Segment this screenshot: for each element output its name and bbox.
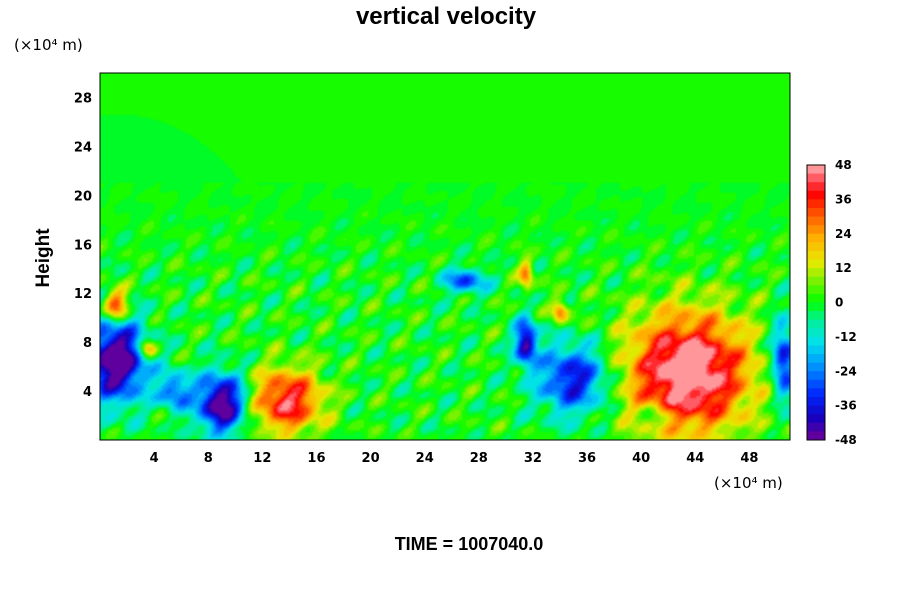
colorbar-band bbox=[807, 190, 825, 200]
x-tick-label: 40 bbox=[632, 451, 650, 466]
time-label: TIME = 1007040.0 bbox=[395, 534, 544, 554]
colorbar-band bbox=[807, 414, 825, 424]
x-tick-label: 8 bbox=[204, 451, 213, 466]
colorbar-band bbox=[807, 250, 825, 261]
x-tick-label: 28 bbox=[470, 451, 488, 466]
colorbar-band bbox=[807, 242, 825, 252]
colorbar-tick-label: -12 bbox=[835, 330, 857, 344]
colorbar-band bbox=[807, 173, 825, 183]
colorbar: 48 36 24 12 0 -12 -24 -36 -48 bbox=[806, 158, 857, 447]
y-tick-label: 16 bbox=[74, 238, 92, 253]
colorbar-band bbox=[807, 431, 825, 441]
y-tick-label: 12 bbox=[74, 287, 92, 302]
y-unit-label: (×10⁴ m) bbox=[14, 36, 83, 54]
x-tick-label: 36 bbox=[578, 451, 596, 466]
colorbar-band bbox=[807, 422, 825, 432]
colorbar-band bbox=[807, 165, 825, 175]
colorbar-band bbox=[807, 345, 825, 355]
colorbar-tick-label: 0 bbox=[835, 296, 843, 310]
colorbar-band bbox=[807, 311, 825, 321]
y-tick-label: 28 bbox=[74, 91, 92, 106]
x-tick-label: 32 bbox=[524, 451, 542, 466]
colorbar-tick-label: 12 bbox=[835, 261, 852, 275]
colorbar-band bbox=[807, 216, 825, 226]
y-tick-label: 4 bbox=[83, 385, 92, 400]
colorbar-band bbox=[807, 328, 825, 338]
colorbar-band bbox=[807, 233, 825, 243]
plot-frame bbox=[99, 72, 791, 441]
colorbar-tick-label: 36 bbox=[835, 192, 852, 206]
colorbar-tick-label: -36 bbox=[835, 399, 857, 413]
colorbar-band bbox=[807, 379, 825, 389]
colorbar-band bbox=[807, 354, 825, 364]
colorbar-band bbox=[807, 268, 825, 278]
colorbar-band bbox=[807, 259, 825, 269]
x-tick-label: 16 bbox=[307, 451, 325, 466]
colorbar-band bbox=[807, 405, 825, 415]
x-tick-label: 24 bbox=[416, 451, 434, 466]
colorbar-band bbox=[807, 207, 825, 218]
colorbar-ticks: 48 36 24 12 0 -12 -24 -36 -48 bbox=[835, 158, 857, 447]
x-unit-label: (×10⁴ m) bbox=[714, 474, 783, 492]
y-axis-ticks: 4 8 12 16 20 24 28 bbox=[74, 91, 92, 400]
y-tick-label: 24 bbox=[74, 140, 92, 155]
colorbar-frame bbox=[806, 164, 826, 441]
chart-title: vertical velocity bbox=[356, 3, 537, 30]
x-tick-label: 12 bbox=[253, 451, 271, 466]
y-axis-label: Height bbox=[33, 228, 54, 288]
y-tick-label: 8 bbox=[83, 336, 92, 351]
colorbar-band bbox=[807, 182, 825, 192]
colorbar-band bbox=[807, 319, 825, 329]
colorbar-tick-label: 48 bbox=[835, 158, 852, 172]
x-axis-ticks: 4 8 12 16 20 24 28 32 36 40 44 48 bbox=[150, 451, 759, 466]
colorbar-band bbox=[807, 276, 825, 286]
velocity-field bbox=[100, 73, 790, 440]
colorbar-bands bbox=[807, 165, 825, 441]
colorbar-tick-label: 24 bbox=[835, 227, 852, 241]
colorbar-band bbox=[807, 302, 825, 312]
x-tick-label: 44 bbox=[686, 451, 704, 466]
colorbar-band bbox=[807, 285, 825, 295]
x-tick-label: 4 bbox=[150, 451, 159, 466]
plot-area bbox=[99, 72, 791, 441]
colorbar-band bbox=[807, 293, 825, 303]
colorbar-band bbox=[807, 371, 825, 381]
colorbar-band bbox=[807, 388, 825, 398]
colorbar-tick-label: -48 bbox=[835, 433, 857, 447]
x-tick-label: 48 bbox=[740, 451, 758, 466]
colorbar-band bbox=[807, 199, 825, 209]
colorbar-tick-label: -24 bbox=[835, 364, 857, 378]
colorbar-band bbox=[807, 397, 825, 407]
x-tick-label: 20 bbox=[362, 451, 380, 466]
colorbar-band bbox=[807, 225, 825, 235]
y-tick-label: 20 bbox=[74, 189, 92, 204]
colorbar-band bbox=[807, 336, 825, 346]
colorbar-band bbox=[807, 362, 825, 372]
